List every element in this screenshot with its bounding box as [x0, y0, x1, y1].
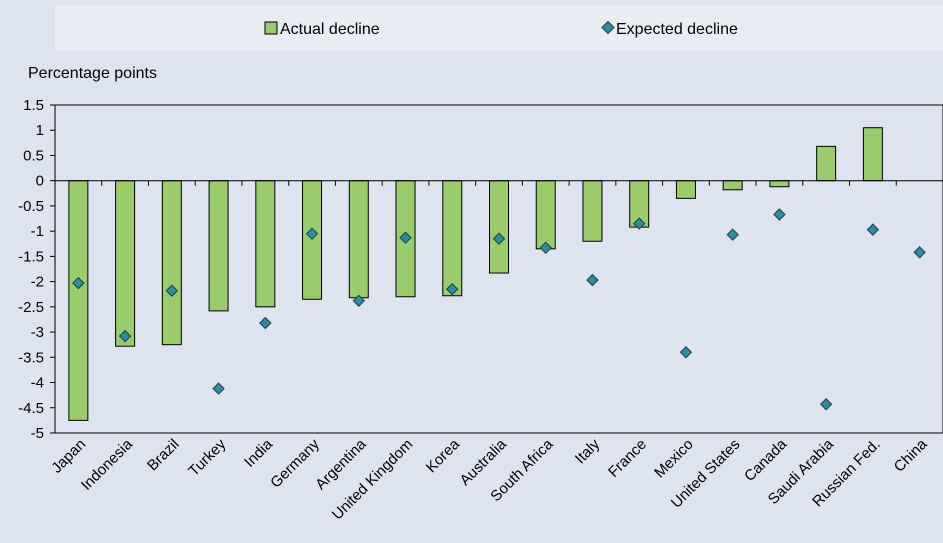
marker-canada — [773, 208, 786, 221]
x-tick-label: Korea — [423, 435, 464, 476]
bar-saudi-arabia — [816, 145, 837, 182]
legend-expected-label: Expected decline — [616, 21, 738, 38]
y-tick-label: 1.5 — [23, 97, 44, 114]
marker-indonesia — [118, 329, 132, 343]
legend-panel — [55, 6, 943, 50]
marker-south-africa — [539, 241, 552, 255]
y-tick-label: -1.5 — [18, 248, 44, 265]
bar-italy — [582, 180, 603, 242]
marker-argentina — [352, 294, 365, 307]
marker-russian-fed- — [866, 223, 880, 236]
marker-japan — [72, 276, 85, 290]
x-tick-label: United Kingdom — [329, 436, 416, 523]
marker-india — [259, 316, 272, 330]
bar-brazil — [161, 180, 182, 346]
marker-saudi-arabia — [819, 398, 833, 411]
y-tick-label: -5 — [31, 425, 44, 442]
x-tick-label: Mexico — [651, 436, 697, 482]
marker-united-states — [726, 228, 739, 241]
bar-south-africa — [535, 180, 556, 250]
y-tick-label: 0.5 — [23, 147, 44, 164]
legend-expected-marker — [601, 20, 615, 35]
x-tick-label: Japan — [48, 436, 89, 477]
bar-mexico — [675, 180, 696, 199]
bar-argentina — [348, 180, 369, 299]
bar-japan — [68, 180, 89, 421]
marker-france — [633, 217, 646, 230]
bars-group — [68, 127, 883, 421]
y-tick-label: -1 — [31, 223, 44, 240]
marker-italy — [586, 273, 599, 287]
bar-australia — [489, 180, 509, 274]
y-tick-label: -0.5 — [18, 198, 44, 215]
bar-india — [255, 180, 276, 308]
marker-united-kingdom — [399, 231, 412, 244]
bar-russian-fed- — [862, 127, 883, 182]
marker-korea — [446, 282, 459, 296]
bar-united-states — [722, 180, 743, 191]
markers-group — [72, 208, 926, 411]
y-tick-label: -2 — [31, 274, 44, 291]
y-tick-label: -2.5 — [18, 299, 44, 316]
bar-indonesia — [115, 180, 136, 347]
y-tick-label: -4 — [31, 375, 44, 392]
legend-actual-swatch — [264, 21, 278, 35]
x-tick-label: Italy — [572, 435, 604, 467]
y-tick-label: 1 — [36, 122, 44, 139]
legend-actual-label: Actual decline — [280, 21, 380, 38]
y-tick-label: -4.5 — [18, 400, 44, 417]
y-axis: 1.5 1 0.5 0 -0.5 -1 -1.5 -2 -2.5 -3 -3.5 -4 -4.5 -5 — [18, 97, 55, 442]
x-tick-label: India — [241, 435, 276, 470]
bar-turkey — [208, 180, 229, 312]
x-tick-label: China — [891, 435, 931, 475]
marker-mexico — [679, 346, 693, 359]
marker-germany — [305, 227, 319, 240]
bar-germany — [302, 180, 323, 300]
x-tick-label: France — [605, 436, 650, 481]
zero-line-group — [55, 180, 943, 186]
y-axis-label: Percentage points — [28, 65, 157, 82]
x-tick-label: Turkey — [185, 435, 229, 479]
marker-brazil — [165, 284, 179, 297]
bar-korea — [442, 180, 463, 297]
bar-canada — [769, 180, 790, 188]
x-tick-label: Brazil — [144, 436, 183, 475]
y-tick-label: -3.5 — [18, 349, 44, 366]
marker-australia — [492, 232, 506, 245]
marker-china — [913, 246, 926, 259]
marker-turkey — [212, 382, 225, 395]
y-tick-label: -3 — [31, 324, 44, 341]
x-tick-label: Indonesia — [78, 435, 136, 493]
y-tick-label: 0 — [36, 173, 44, 190]
